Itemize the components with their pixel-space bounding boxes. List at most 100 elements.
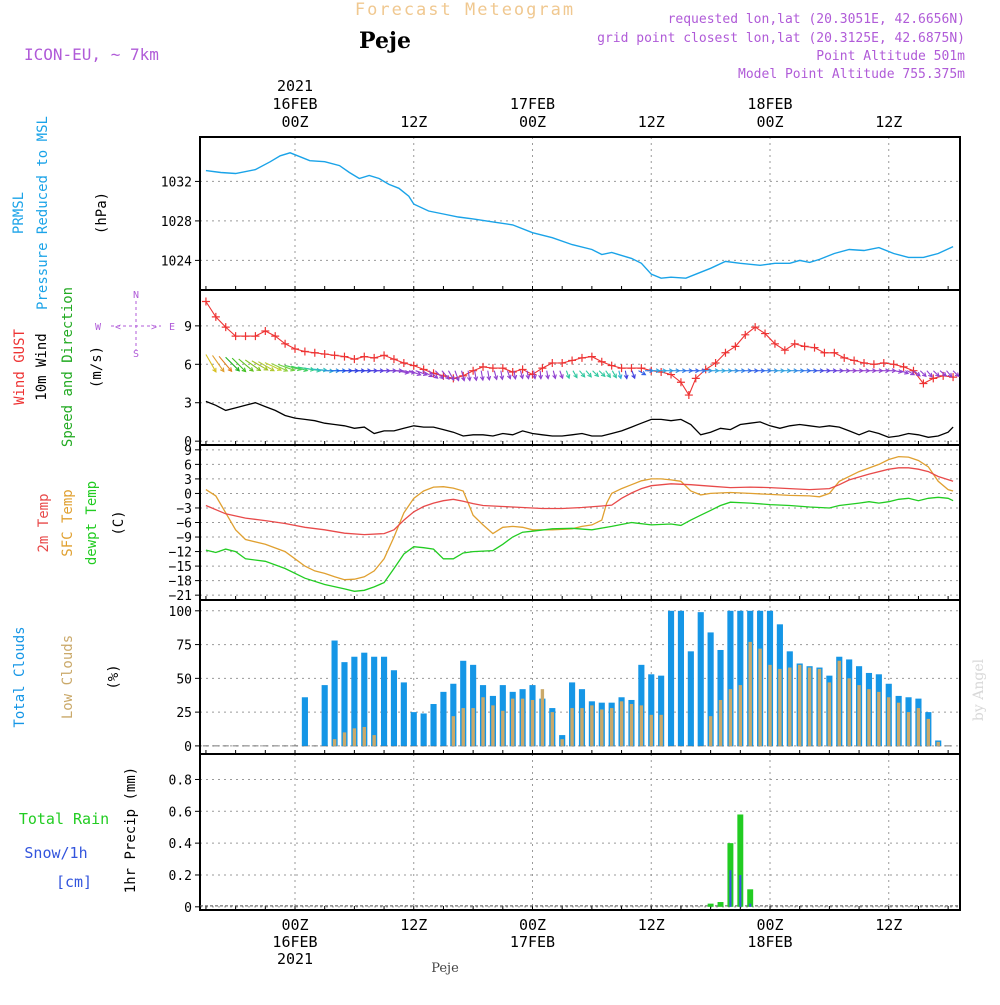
wind-gust-marker bbox=[231, 332, 240, 341]
low-cloud-bar bbox=[837, 660, 841, 746]
wind-gust-marker bbox=[741, 330, 750, 339]
top-axis-label: 18FEB bbox=[747, 95, 792, 113]
rain-bar bbox=[707, 903, 714, 907]
wind-gust-marker bbox=[607, 361, 616, 370]
total-cloud-bar bbox=[737, 610, 744, 746]
wind-gust-marker bbox=[899, 362, 908, 371]
wind-gust-marker bbox=[684, 391, 693, 400]
wind-arrow bbox=[533, 370, 536, 379]
wind-gust-marker bbox=[360, 352, 369, 361]
wind-gust-marker bbox=[320, 350, 329, 359]
wind-gust-marker bbox=[370, 353, 379, 362]
wind-label: Speed and Direction bbox=[60, 287, 76, 447]
wind-arrow-head bbox=[290, 366, 296, 372]
low-cloud-bar bbox=[896, 702, 901, 746]
wind-arrow-head bbox=[519, 374, 525, 380]
top-axis-label: 12Z bbox=[875, 113, 902, 131]
wind-arrow-head bbox=[499, 375, 505, 381]
clouds-label: (%) bbox=[106, 664, 122, 689]
wind-arrow-head bbox=[631, 374, 636, 380]
footer-location: Peje bbox=[431, 961, 459, 976]
low-cloud-bar bbox=[372, 735, 376, 746]
wind-arrow bbox=[893, 370, 903, 373]
y-tick-label: 1024 bbox=[161, 254, 192, 269]
top-axis-label: 16FEB bbox=[272, 95, 317, 113]
wind-gust-marker bbox=[587, 352, 596, 361]
total-cloud-bar bbox=[400, 682, 407, 746]
wind-arrow bbox=[946, 370, 953, 378]
low-cloud-bar bbox=[520, 698, 525, 746]
low-cloud-bar bbox=[827, 682, 832, 746]
wind-arrow bbox=[487, 370, 490, 380]
total-cloud-bar bbox=[648, 674, 655, 746]
wind-arrow-head bbox=[219, 367, 225, 373]
wind-gust-marker bbox=[790, 339, 799, 348]
wind-arrow bbox=[572, 370, 578, 378]
wind-arrow bbox=[447, 370, 455, 381]
panel-frame bbox=[199, 753, 961, 911]
wind-arrow-head bbox=[532, 374, 537, 380]
wind-arrow bbox=[434, 370, 444, 380]
wind-arrow-head bbox=[461, 376, 466, 382]
bottom-axis-label: 12Z bbox=[638, 916, 665, 934]
wind-arrow-head bbox=[506, 374, 512, 380]
credit-watermark: by Angel bbox=[971, 658, 987, 721]
wind-arrow-head bbox=[263, 366, 269, 371]
pressure-label: PRMSL bbox=[11, 192, 27, 234]
wind-gust-marker bbox=[380, 351, 389, 360]
wind-arrow bbox=[926, 370, 933, 378]
wind-arrow-head bbox=[479, 376, 485, 382]
wind-arrow bbox=[244, 359, 261, 371]
low-cloud-bar bbox=[481, 697, 485, 746]
wind-arrow bbox=[500, 370, 503, 380]
total-cloud-bar bbox=[331, 640, 338, 746]
wind-gust-marker bbox=[330, 351, 339, 360]
wind-gust-marker bbox=[780, 346, 789, 355]
wind-gust-marker bbox=[761, 329, 770, 338]
bottom-axis-label: 00Z bbox=[281, 916, 308, 934]
bottom-axis-label: 2021 bbox=[277, 950, 313, 968]
grid-coords: grid point closest lon,lat (20.3125E, 42… bbox=[597, 31, 965, 46]
rain-bar bbox=[717, 902, 724, 907]
total-cloud-bar bbox=[707, 632, 714, 746]
low-cloud-bar bbox=[817, 668, 822, 746]
wind-arrow bbox=[546, 370, 549, 379]
top-axis-label: 2021 bbox=[277, 77, 313, 95]
wind-gust-marker bbox=[528, 370, 537, 379]
wind-arrow-head bbox=[538, 374, 543, 380]
top-axis-label: 12Z bbox=[638, 113, 665, 131]
wind-arrow bbox=[258, 361, 275, 372]
wind-gust-marker bbox=[711, 359, 720, 368]
snow-bar bbox=[739, 874, 742, 907]
low-cloud-bar bbox=[798, 664, 802, 746]
wind-arrow bbox=[251, 360, 268, 371]
bottom-axis-label: 16FEB bbox=[272, 933, 317, 951]
y-tick-label: −15 bbox=[169, 560, 192, 575]
wind-arrow bbox=[454, 370, 460, 381]
wind-arrow bbox=[225, 356, 240, 372]
wind-arrow-head bbox=[241, 367, 247, 373]
wind-arrow-head bbox=[612, 373, 617, 379]
wind-arrow bbox=[205, 354, 217, 373]
precip-legend-label: Snow/1h bbox=[24, 844, 87, 862]
wind-arrow bbox=[415, 370, 428, 376]
svg-text:>: > bbox=[151, 322, 157, 333]
total-cloud-bar bbox=[341, 662, 348, 746]
y-tick-label: −18 bbox=[169, 575, 192, 590]
wind-gust-line bbox=[205, 301, 954, 397]
wind-arrow bbox=[913, 370, 921, 377]
low-cloud-bar bbox=[590, 705, 594, 746]
dewpoint-line bbox=[205, 496, 954, 592]
y-tick-label: 6 bbox=[184, 358, 192, 373]
wind-arrow bbox=[933, 370, 940, 377]
temp-label: 2m Temp bbox=[36, 493, 52, 552]
y-tick-label: 0 bbox=[184, 487, 192, 502]
wind-label: 10m Wind bbox=[34, 333, 50, 400]
location-title: Peje bbox=[359, 28, 411, 54]
wind-arrow-head bbox=[587, 372, 592, 378]
wind-arrow bbox=[238, 358, 254, 372]
bottom-axis-label: 00Z bbox=[756, 916, 783, 934]
wind-speed-line bbox=[205, 400, 954, 438]
low-cloud-bar bbox=[649, 714, 653, 746]
y-tick-label: 0.4 bbox=[169, 837, 193, 852]
